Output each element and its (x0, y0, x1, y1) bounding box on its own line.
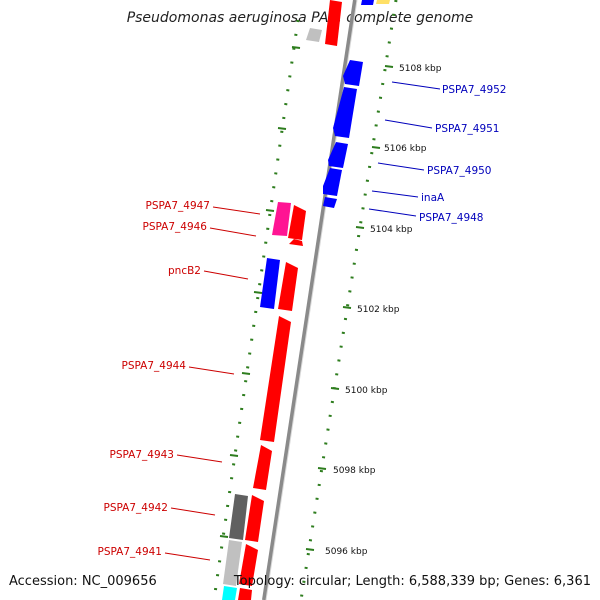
gene-bottom-red[interactable] (238, 588, 252, 600)
inner-tick (253, 291, 263, 294)
gene-label-pspa7-4947[interactable]: PSPA7_4947 (146, 200, 211, 212)
gene-label-pspa7-4944[interactable]: PSPA7_4944 (122, 360, 187, 372)
gene-label-pspa7-4942[interactable]: PSPA7_4942 (104, 502, 169, 514)
gene-pspa7-4942-gray[interactable] (229, 494, 248, 540)
leader-line (203, 270, 249, 280)
tick-label: 5106 kbp (384, 144, 427, 154)
gene-label-pspa7-4941[interactable]: PSPA7_4941 (98, 546, 163, 558)
gene-pncB2[interactable] (260, 258, 280, 309)
gene-top-gray[interactable] (306, 28, 322, 42)
gene-top-red[interactable] (325, 0, 342, 46)
gene-pspa7-4941-gray[interactable] (223, 540, 242, 586)
tick-mark (305, 548, 315, 551)
tick-label: 5108 kbp (399, 64, 442, 74)
other-genes (222, 202, 291, 600)
gene-pspa7-4946[interactable] (288, 205, 306, 240)
gene-label-pspa7-4943[interactable]: PSPA7_4943 (110, 449, 175, 461)
leader-line (368, 208, 417, 217)
tick-mark (371, 146, 381, 149)
gene-label-pspa7-4951[interactable]: PSPA7_4951 (435, 123, 500, 135)
gene-pspa7-4946-small[interactable] (289, 239, 303, 246)
forward-strand-genes (238, 0, 342, 600)
gene-pspa7-4941[interactable] (239, 544, 258, 586)
inner-tick (219, 535, 229, 538)
gene-pspa7-4950[interactable] (328, 142, 348, 168)
inner-tick (229, 454, 239, 457)
genome-backbone (262, 0, 358, 600)
tick-label: 5096 kbp (325, 547, 368, 557)
inner-tick (265, 209, 275, 212)
gene-pspa7-4948[interactable] (323, 197, 337, 208)
gene-pspa7-4951[interactable] (333, 87, 357, 138)
gene-bottom-cyan[interactable] (222, 586, 237, 600)
gene-pspa7-4952[interactable] (343, 60, 363, 86)
inner-tick (277, 127, 287, 130)
reverse-strand-genes (323, 0, 390, 208)
gene-top-blue[interactable] (361, 0, 374, 5)
gene-label-inaA[interactable]: inaA (421, 192, 445, 204)
map-title: Pseudomonas aeruginosa PA7, complete gen… (126, 10, 474, 26)
tick-label: 5098 kbp (333, 466, 376, 476)
gene-pspa7-4947[interactable] (272, 202, 291, 236)
gene-label-pspa7-4946[interactable]: PSPA7_4946 (143, 221, 208, 233)
gene-label-pspa7-4948[interactable]: PSPA7_4948 (419, 212, 484, 224)
inner-tick (291, 46, 301, 49)
gene-pspa7-4944[interactable] (260, 316, 291, 442)
tick-label: 5102 kbp (357, 305, 400, 315)
leader-line (164, 552, 211, 561)
tick-mark (317, 467, 327, 470)
tick-mark (342, 306, 352, 309)
leader-line (391, 81, 441, 90)
leader-line (188, 366, 235, 375)
tick-mark (330, 387, 340, 390)
scale-ticks: 5108 kbp 5106 kbp 5104 kbp 5102 kbp 5100… (219, 46, 442, 557)
gene-pncB2-red[interactable] (278, 262, 298, 311)
reverse-gene-labels: PSPA7_4952 PSPA7_4951 PSPA7_4950 inaA PS… (368, 81, 507, 224)
gene-pspa7-4943[interactable] (253, 445, 272, 490)
forward-gene-labels: PSPA7_4947 PSPA7_4946 pncB2 PSPA7_4944 P… (98, 200, 261, 561)
leader-line (371, 190, 419, 198)
gene-pspa7-4942[interactable] (245, 495, 264, 542)
leader-line (209, 227, 257, 237)
gene-label-pncB2[interactable]: pncB2 (168, 265, 201, 277)
gene-inaA[interactable] (323, 168, 342, 196)
accession-text: Accession: NC_009656 (9, 574, 157, 589)
tick-label: 5104 kbp (370, 225, 413, 235)
leader-line (176, 454, 223, 463)
gene-label-pspa7-4950[interactable]: PSPA7_4950 (427, 165, 492, 177)
tick-mark (384, 65, 394, 68)
inner-tick (241, 372, 251, 375)
gene-label-pspa7-4952[interactable]: PSPA7_4952 (442, 84, 507, 96)
leader-line (384, 119, 433, 129)
gene-top-yellow[interactable] (376, 0, 390, 4)
leader-line (170, 507, 216, 516)
tick-mark (355, 226, 365, 229)
genome-stats-text: Topology: circular; Length: 6,588,339 bp… (233, 574, 591, 589)
leader-line (212, 206, 261, 215)
tick-label: 5100 kbp (345, 386, 388, 396)
leader-line (377, 162, 425, 171)
